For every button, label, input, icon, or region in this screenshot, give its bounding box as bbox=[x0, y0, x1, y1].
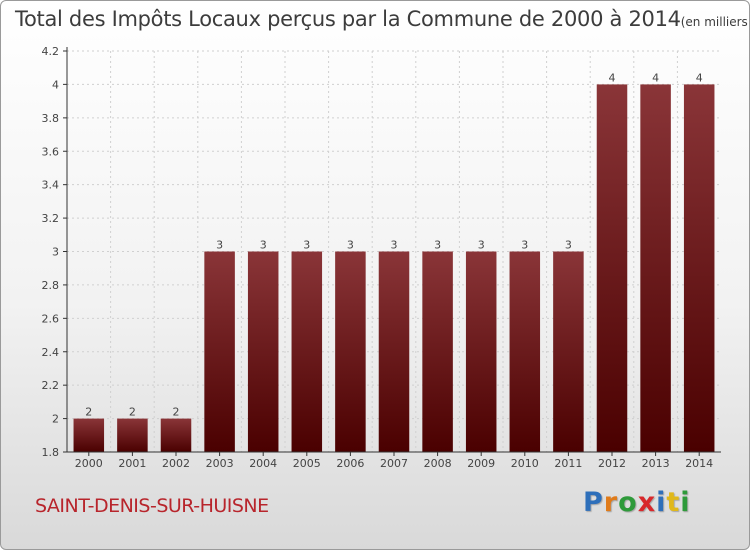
data-label-2004: 3 bbox=[260, 239, 267, 252]
x-tick-label-2013: 2013 bbox=[642, 457, 670, 470]
x-tick-label-2003: 2003 bbox=[206, 457, 234, 470]
x-tick-label-2011: 2011 bbox=[554, 457, 582, 470]
x-tick-label-2004: 2004 bbox=[249, 457, 277, 470]
y-tick-label: 2.2 bbox=[42, 379, 60, 392]
x-tick-label-2001: 2001 bbox=[118, 457, 146, 470]
y-tick-label: 2.4 bbox=[42, 346, 60, 359]
chart-frame: Total des Impôts Locaux perçus par la Co… bbox=[0, 0, 750, 550]
bar-2007 bbox=[379, 252, 410, 453]
logo-letter: r bbox=[604, 487, 618, 518]
bar-2004 bbox=[248, 252, 279, 453]
data-label-2005: 3 bbox=[303, 239, 310, 252]
data-label-2011: 3 bbox=[565, 239, 572, 252]
bar-2003 bbox=[204, 252, 235, 453]
y-tick-label: 2.6 bbox=[42, 312, 60, 325]
y-tick-label: 3.4 bbox=[42, 179, 60, 192]
y-tick-label: 4.2 bbox=[42, 45, 60, 58]
data-label-2003: 3 bbox=[216, 239, 223, 252]
bar-2013 bbox=[640, 84, 671, 452]
data-label-2002: 2 bbox=[173, 406, 180, 419]
data-label-2007: 3 bbox=[391, 239, 398, 252]
y-tick-label: 3.2 bbox=[42, 212, 60, 225]
x-tick-label-2006: 2006 bbox=[336, 457, 364, 470]
y-tick-label: 4 bbox=[52, 78, 59, 91]
x-tick-label-2010: 2010 bbox=[511, 457, 539, 470]
data-label-2001: 2 bbox=[129, 406, 136, 419]
x-tick-label-2008: 2008 bbox=[424, 457, 452, 470]
logo-letter: i bbox=[656, 487, 666, 518]
commune-name: SAINT-DENIS-SUR-HUISNE bbox=[35, 495, 269, 517]
bar-2005 bbox=[292, 252, 323, 453]
data-label-2012: 4 bbox=[609, 71, 616, 84]
bar-2001 bbox=[117, 419, 148, 452]
y-tick-label: 3.6 bbox=[42, 145, 60, 158]
logo-letter: P bbox=[583, 487, 604, 518]
bar-2006 bbox=[335, 252, 366, 453]
data-label-2000: 2 bbox=[85, 406, 92, 419]
data-label-2008: 3 bbox=[434, 239, 441, 252]
data-label-2014: 4 bbox=[696, 71, 703, 84]
x-tick-label-2007: 2007 bbox=[380, 457, 408, 470]
data-label-2006: 3 bbox=[347, 239, 354, 252]
bar-2012 bbox=[597, 84, 628, 452]
x-tick-label-2012: 2012 bbox=[598, 457, 626, 470]
data-label-2013: 4 bbox=[652, 71, 659, 84]
y-tick-label: 1.8 bbox=[42, 446, 60, 459]
bar-2010 bbox=[510, 252, 541, 453]
bar-2002 bbox=[161, 419, 192, 452]
logo-letter: t bbox=[666, 487, 680, 518]
logo-letter: i bbox=[680, 487, 690, 518]
x-tick-label-2009: 2009 bbox=[467, 457, 495, 470]
y-tick-label: 2 bbox=[52, 413, 59, 426]
bar-chart: 2 2 2 3 3 3 3 3 3 3 3 3 4 4 4 1.8 2 2.2 2.4 2.6 2.8 3 3.2 3.4 3… bbox=[1, 1, 750, 550]
x-tick-label-2005: 2005 bbox=[293, 457, 321, 470]
bar-2008 bbox=[422, 252, 453, 453]
bar-2000 bbox=[74, 419, 105, 452]
x-tick-label-2014: 2014 bbox=[685, 457, 713, 470]
bars bbox=[74, 84, 715, 452]
bar-2009 bbox=[466, 252, 497, 453]
bar-2011 bbox=[553, 252, 584, 453]
y-tick-label: 2.8 bbox=[42, 279, 60, 292]
data-label-2009: 3 bbox=[478, 239, 485, 252]
logo-letter: x bbox=[638, 487, 656, 518]
y-tick-label: 3.8 bbox=[42, 112, 60, 125]
proxiti-logo[interactable]: Proxiti bbox=[583, 487, 691, 518]
x-tick-label-2000: 2000 bbox=[75, 457, 103, 470]
x-tick-label-2002: 2002 bbox=[162, 457, 190, 470]
bar-2014 bbox=[684, 84, 715, 452]
y-tick-label: 3 bbox=[52, 246, 59, 259]
data-label-2010: 3 bbox=[521, 239, 528, 252]
logo-letter: o bbox=[618, 487, 638, 518]
